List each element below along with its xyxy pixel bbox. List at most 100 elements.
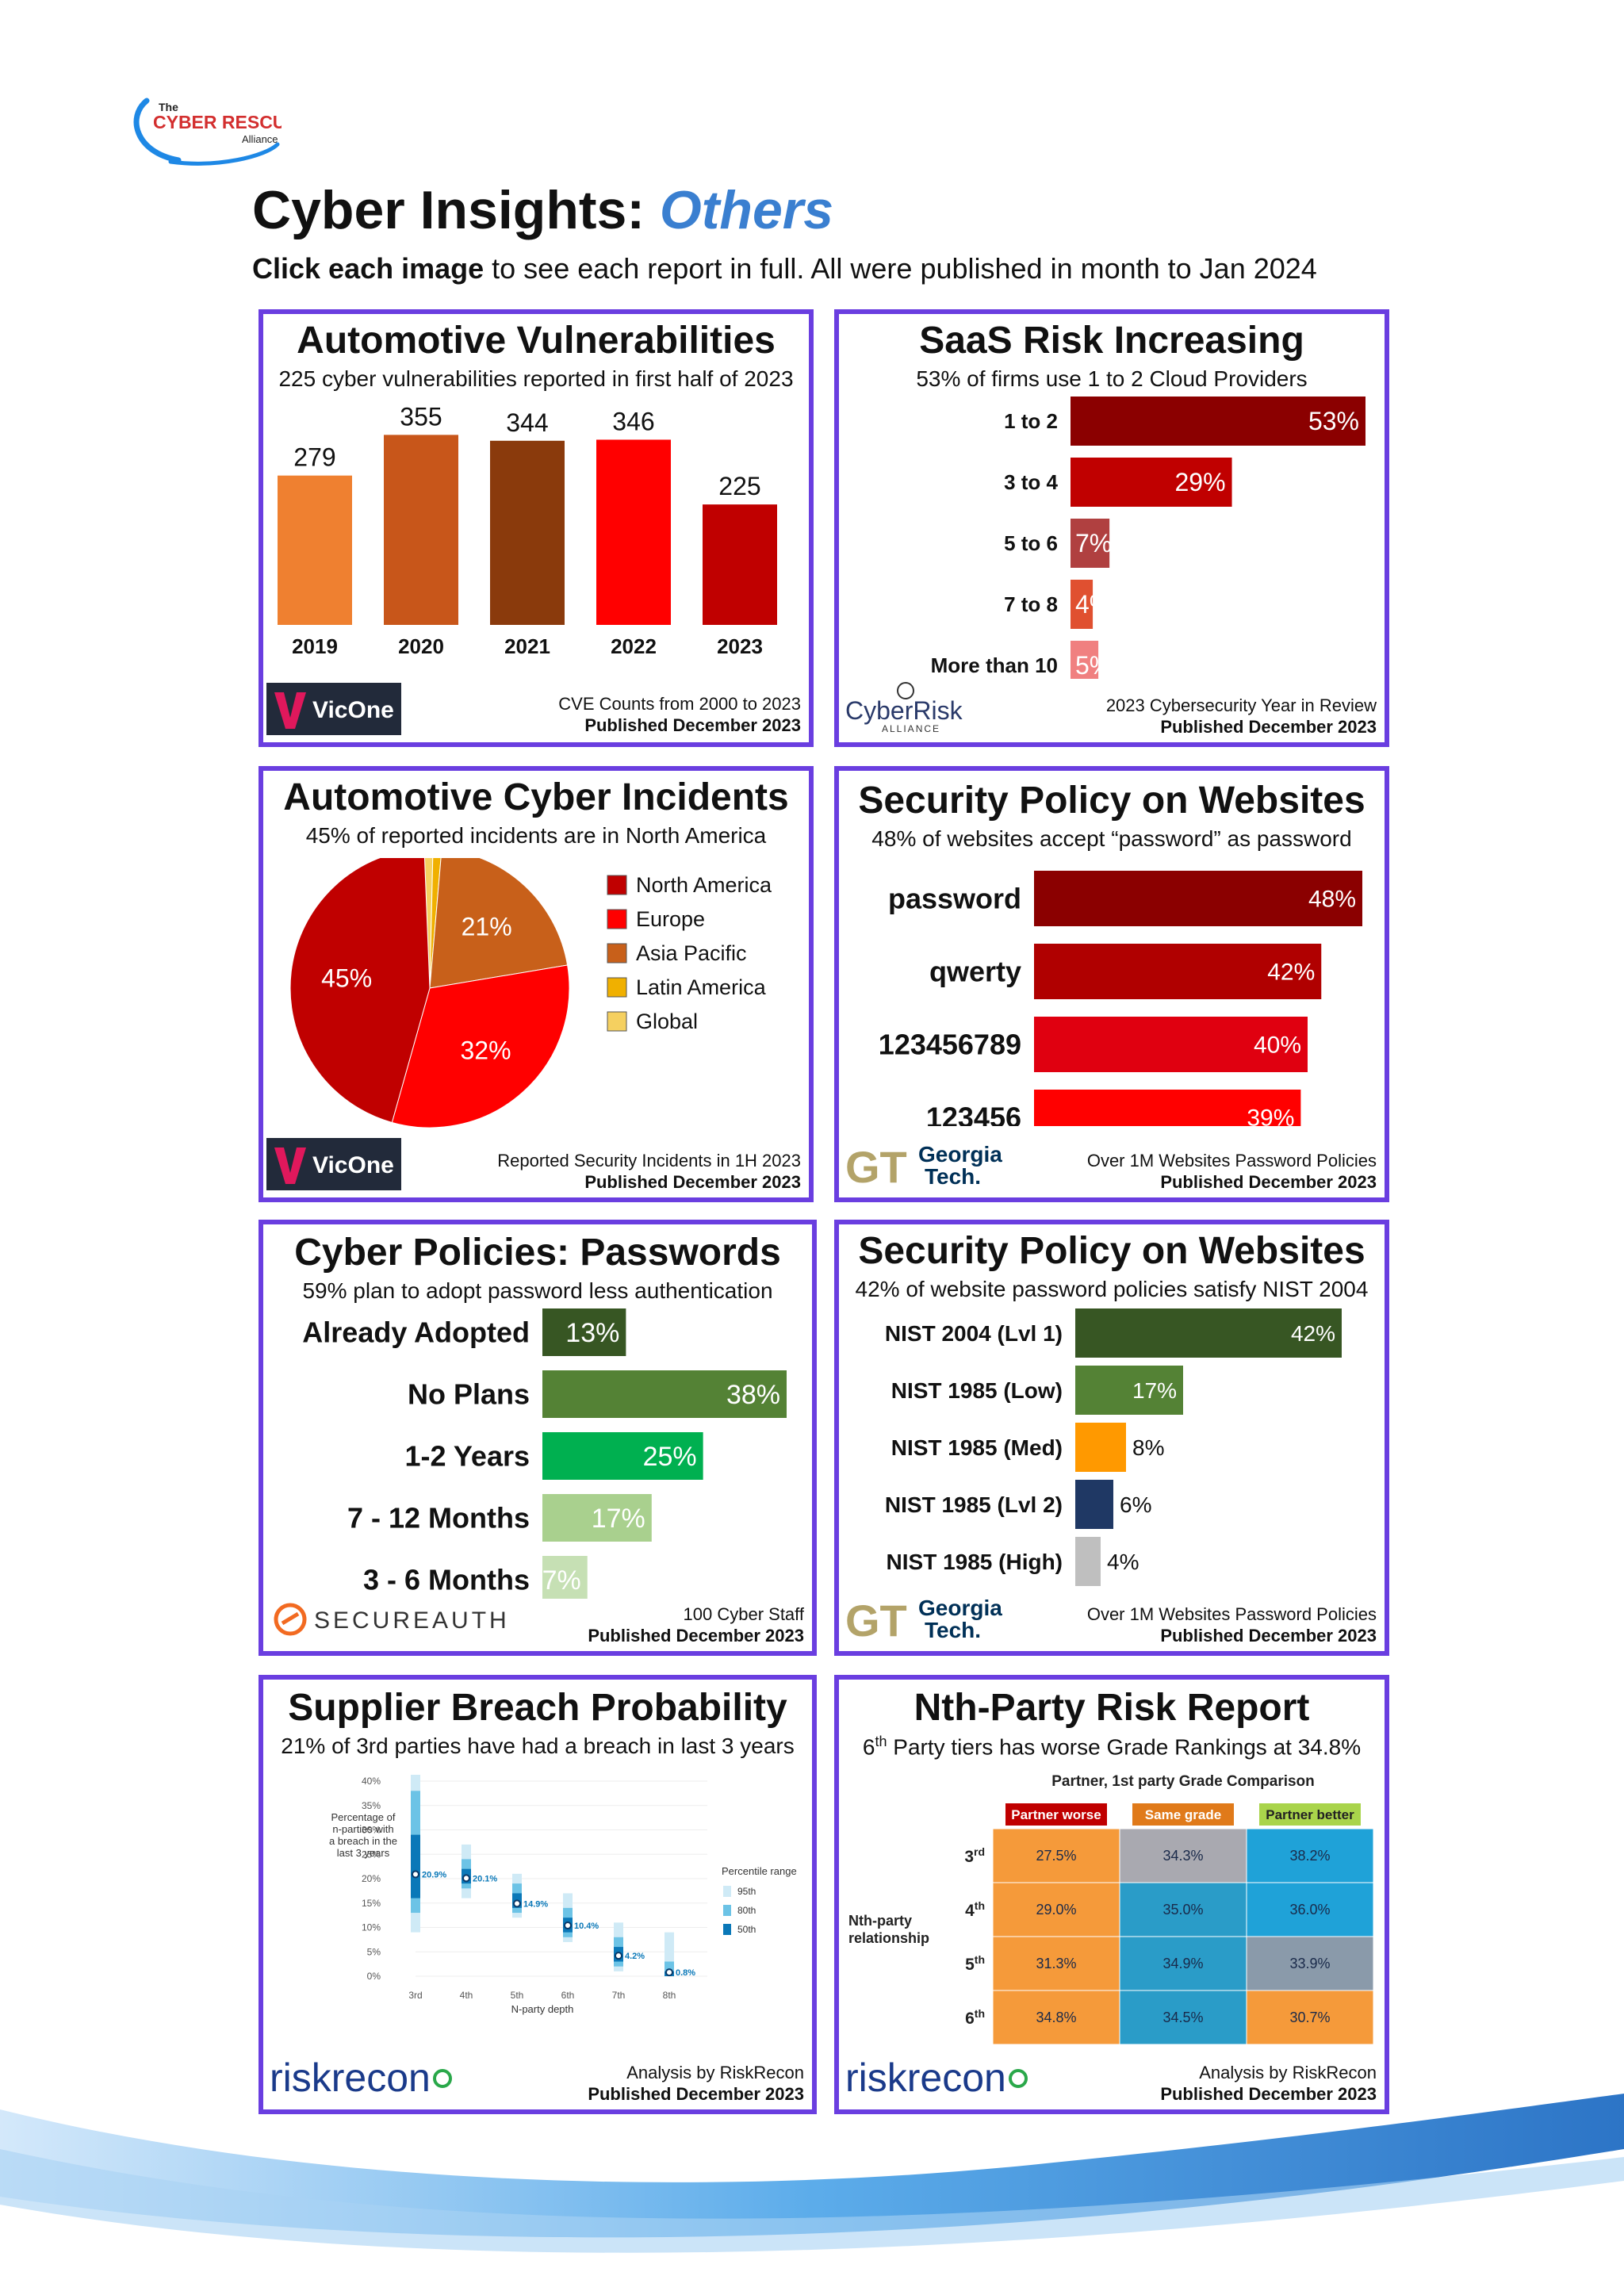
panel-automotive-vulnerabilities[interactable]: Automotive Vulnerabilities 225 cyber vul… bbox=[259, 309, 814, 747]
heatmap-cell-value: 29.0% bbox=[1036, 1902, 1076, 1918]
x-tick-label: 8th bbox=[663, 1990, 676, 2001]
cyberrisk-icon bbox=[897, 682, 914, 699]
panel-cyber-policies-passwords[interactable]: Cyber Policies: Passwords 59% plan to ad… bbox=[259, 1220, 817, 1656]
x-tick-label: 2021 bbox=[504, 634, 550, 658]
y-tick-label: 15% bbox=[362, 1898, 381, 1909]
x-tick-label: 6th bbox=[561, 1990, 575, 2001]
legend-entry: 50th bbox=[737, 1924, 756, 1935]
pie-slice-label: 45% bbox=[321, 964, 372, 993]
bar-value-label: 53% bbox=[1308, 407, 1359, 435]
y-axis-label: last 3 years bbox=[337, 1847, 390, 1859]
gt-icon: GT bbox=[845, 1142, 907, 1190]
bar-value-label: 4% bbox=[1075, 590, 1112, 619]
panel-footer: Analysis by RiskRecon Published December… bbox=[588, 2062, 804, 2105]
source-text: Reported Security Incidents in 1H 2023 bbox=[497, 1151, 801, 1170]
category-label: 3 - 6 Months bbox=[363, 1564, 530, 1596]
panel-security-policy-nist[interactable]: Security Policy on Websites 42% of websi… bbox=[834, 1220, 1389, 1656]
bar-password bbox=[1034, 871, 1362, 926]
bar-value-label: 25% bbox=[643, 1442, 697, 1472]
panel-subtitle: 48% of websites accept “password” as pas… bbox=[871, 826, 1352, 851]
bar-2020 bbox=[384, 435, 458, 625]
category-label: 123456789 bbox=[879, 1029, 1021, 1061]
legend-entry: Latin America bbox=[636, 975, 767, 999]
pie-slice-label: 21% bbox=[462, 912, 512, 941]
category-label: 5 to 6 bbox=[1004, 531, 1058, 555]
pie-slice-asia-pacific bbox=[429, 858, 569, 989]
x-tick-label: 2022 bbox=[611, 634, 657, 658]
page-title: Cyber Insights: Others bbox=[252, 179, 833, 241]
bar-value-label: 38% bbox=[726, 1380, 780, 1410]
panel-security-policy-passwords[interactable]: Security Policy on Websites 48% of websi… bbox=[834, 766, 1389, 1202]
bar-123456789 bbox=[1034, 1017, 1308, 1072]
range-50 bbox=[411, 1834, 420, 1898]
riskrecon-icon bbox=[433, 2069, 452, 2088]
category-label: 123456 bbox=[926, 1102, 1021, 1126]
vicone-icon bbox=[274, 692, 306, 729]
heatmap-cell-value: 30.7% bbox=[1289, 2010, 1330, 2025]
category-label: No Plans bbox=[408, 1378, 530, 1411]
riskrecon-logo[interactable]: riskrecon bbox=[266, 2055, 473, 2106]
vicone-logo[interactable]: VicOne bbox=[266, 1138, 401, 1194]
brand-subname: Tech. bbox=[925, 1164, 981, 1189]
panel-title: Automotive Vulnerabilities bbox=[297, 320, 776, 362]
pie-slice-europe bbox=[391, 964, 570, 1128]
pie-slice-global bbox=[423, 858, 434, 989]
row-label: 4th bbox=[965, 1899, 985, 1920]
legend-entry: North America bbox=[636, 873, 772, 897]
riskrecon-logo[interactable]: riskrecon bbox=[842, 2055, 1048, 2106]
brand-name: VicOne bbox=[312, 697, 394, 723]
y-axis-label: n-parties with bbox=[332, 1823, 393, 1835]
bar-value-label: 5% bbox=[1075, 651, 1112, 679]
georgia-tech-logo[interactable]: GT Georgia Tech. bbox=[842, 1138, 1017, 1194]
bar-3-to-4 bbox=[1071, 458, 1232, 507]
panel-title: Cyber Policies: Passwords bbox=[294, 1232, 781, 1274]
logo-line-3: Alliance bbox=[242, 133, 278, 145]
grade-comparison-heatmap: Partner, 1st party Grade Comparison Partn… bbox=[848, 1773, 1374, 2045]
bar-7---12-months bbox=[542, 1494, 652, 1542]
cyber-rescue-logo[interactable]: The CYBER RESCUE Alliance bbox=[131, 89, 298, 168]
brand-subname: ALLIANCE bbox=[882, 723, 940, 734]
bar-value-label: 17% bbox=[592, 1504, 645, 1534]
row-label: 6th bbox=[965, 2007, 985, 2028]
x-tick-label: 5th bbox=[511, 1990, 524, 2001]
heatmap-cell-value: 33.9% bbox=[1289, 1956, 1330, 1971]
y-tick-label: 5% bbox=[367, 1946, 381, 1957]
panel-saas-risk[interactable]: SaaS Risk Increasing 53% of firms use 1 … bbox=[834, 309, 1389, 747]
bar-value-label: 225 bbox=[718, 472, 760, 500]
heatmap-cell-value: 34.3% bbox=[1162, 1848, 1203, 1864]
source-text: Analysis by RiskRecon bbox=[626, 2063, 804, 2082]
bar-nist-2004-(lvl-1) bbox=[1075, 1308, 1342, 1358]
bar-value-label: 279 bbox=[293, 443, 335, 472]
brand-name: riskrecon bbox=[270, 2056, 431, 2100]
category-label: NIST 2004 (Lvl 1) bbox=[885, 1321, 1063, 1346]
panel-footer: 2023 Cybersecurity Year in Review Publis… bbox=[1106, 695, 1377, 738]
category-label: NIST 1985 (Lvl 2) bbox=[885, 1492, 1063, 1517]
cyberrisk-logo[interactable]: CyberRisk ALLIANCE bbox=[842, 680, 977, 739]
category-label: 1-2 Years bbox=[405, 1440, 530, 1473]
source-text: 2023 Cybersecurity Year in Review bbox=[1105, 695, 1377, 715]
panel-automotive-incidents[interactable]: Automotive Cyber Incidents 45% of report… bbox=[259, 766, 814, 1202]
category-label: 7 - 12 Months bbox=[347, 1502, 530, 1534]
panel-nth-party-risk[interactable]: Nth-Party Risk Report 6th Party tiers ha… bbox=[834, 1675, 1389, 2114]
y-tick-label: 40% bbox=[362, 1776, 381, 1787]
subtitle-pre: 6 bbox=[862, 1734, 875, 1760]
source-text: Over 1M Websites Password Policies bbox=[1086, 1604, 1377, 1624]
vicone-logo[interactable]: VicOne bbox=[266, 683, 401, 739]
legend-entry: Asia Pacific bbox=[636, 941, 747, 965]
panel-subtitle: 21% of 3rd parties have had a breach in … bbox=[281, 1734, 795, 1758]
panel-supplier-breach[interactable]: Supplier Breach Probability 21% of 3rd p… bbox=[259, 1675, 817, 2114]
published-text: Published December 2023 bbox=[1160, 1626, 1377, 1646]
legend-entry: 95th bbox=[737, 1886, 756, 1897]
published-text: Published December 2023 bbox=[1160, 2084, 1377, 2104]
category-label: 3 to 4 bbox=[1004, 470, 1058, 494]
heatmap-cell bbox=[1246, 1936, 1374, 1991]
page-subtitle: Click each image to see each report in f… bbox=[252, 252, 1317, 285]
saas-bar-chart: 1 to 2 53% 3 to 4 29% 5 to 6 7% 7 to 8 4% More t… bbox=[931, 397, 1365, 679]
secureauth-logo[interactable]: SECUREAUTH bbox=[273, 1600, 519, 1643]
panel-title: Security Policy on Websites bbox=[858, 780, 1365, 822]
georgia-tech-logo[interactable]: GT Georgia Tech. bbox=[842, 1592, 1017, 1648]
heatmap-cell bbox=[992, 1990, 1120, 2045]
secureauth-icon bbox=[274, 1603, 307, 1636]
category-label: More than 10 bbox=[931, 653, 1058, 677]
bar-value-label: 344 bbox=[506, 408, 548, 437]
